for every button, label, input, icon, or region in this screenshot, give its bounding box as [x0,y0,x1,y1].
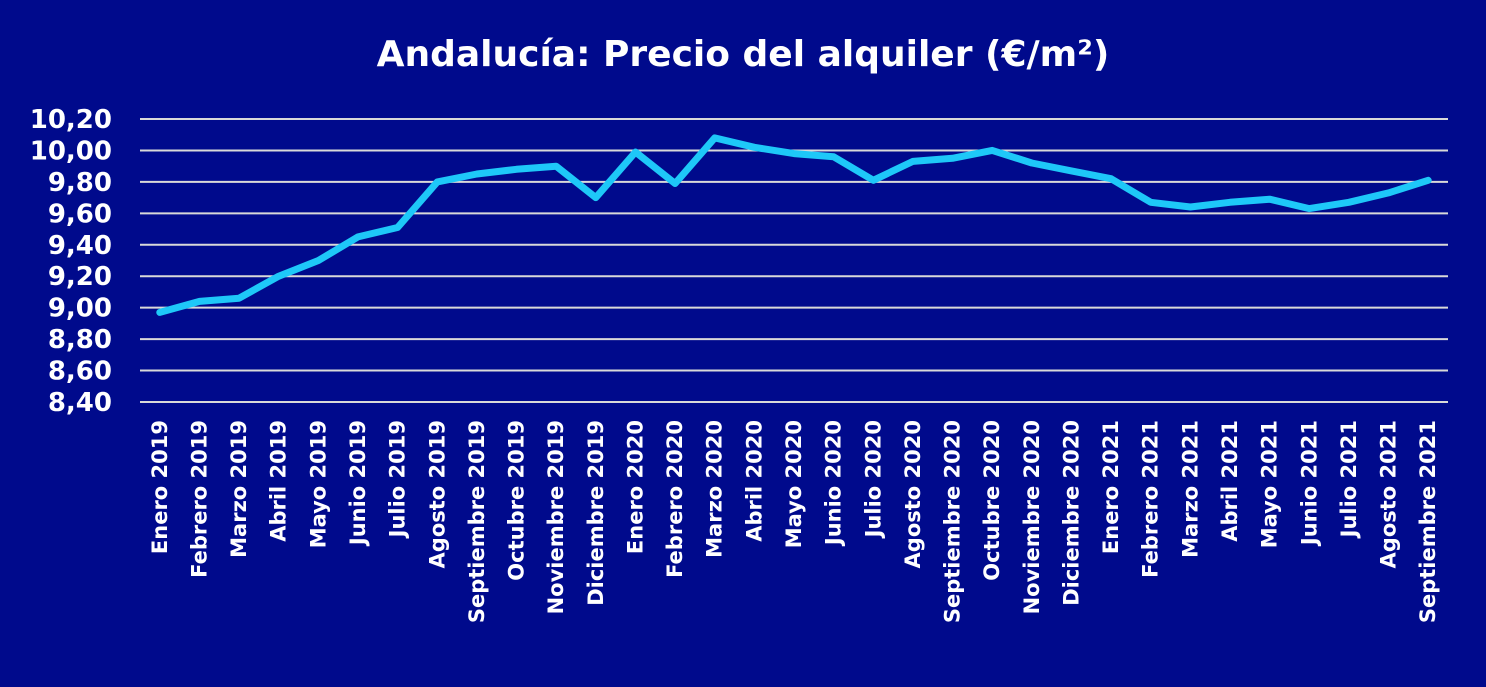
x-tick-label: Febrero 2019 [187,420,211,578]
x-tick-label: Mayo 2019 [306,420,330,548]
x-tick-label: Abril 2020 [742,420,766,542]
x-tick-label: Mayo 2020 [782,420,806,548]
x-tick-label: Septiembre 2021 [1416,420,1440,623]
y-tick-label: 8,60 [48,357,112,387]
x-tick-label: Agosto 2020 [901,420,925,568]
series-line [156,134,1432,316]
x-tick-label: Noviembre 2020 [1020,420,1044,614]
y-tick-label: 9,40 [48,231,112,261]
x-tick-label: Noviembre 2019 [544,420,568,614]
x-tick-label: Enero 2019 [148,420,172,554]
x-tick-label: Septiembre 2020 [941,420,965,623]
x-tick-label: Enero 2021 [1099,420,1123,554]
x-tick-label: Agosto 2019 [425,420,449,568]
x-tick-label: Agosto 2021 [1377,420,1401,568]
x-tick-label: Febrero 2021 [1139,420,1163,578]
x-tick-label: Mayo 2021 [1258,420,1282,548]
y-tick-label: 9,20 [48,262,112,292]
y-tick-label: 10,20 [30,105,112,135]
x-tick-label: Septiembre 2019 [465,420,489,623]
x-tick-label: Octubre 2020 [980,420,1004,581]
y-tick-label: 9,60 [48,199,112,229]
x-tick-label: Abril 2021 [1218,420,1242,542]
y-axis-ticks: 8,408,608,809,009,209,409,609,8010,0010,… [30,105,112,418]
x-tick-label: Marzo 2021 [1178,420,1202,558]
y-tick-label: 10,00 [30,136,112,166]
y-tick-label: 8,40 [48,388,112,418]
x-tick-label: Diciembre 2020 [1059,420,1083,606]
x-tick-label: Julio 2020 [861,420,885,539]
series-layer [156,134,1432,316]
y-tick-label: 8,80 [48,325,112,355]
x-tick-label: Octubre 2019 [505,420,529,581]
x-tick-label: Enero 2020 [623,420,647,554]
x-tick-label: Junio 2019 [346,420,370,547]
x-tick-label: Marzo 2019 [227,420,251,558]
x-tick-label: Marzo 2020 [703,420,727,558]
x-tick-label: Febrero 2020 [663,420,687,578]
chart-title: Andalucía: Precio del alquiler (€/m²) [377,34,1110,75]
gridlines [140,118,1448,403]
x-tick-label: Abril 2019 [267,420,291,542]
x-tick-label: Diciembre 2019 [584,420,608,606]
x-tick-label: Julio 2021 [1337,420,1361,539]
x-tick-label: Junio 2021 [1297,420,1321,547]
x-tick-label: Julio 2019 [386,420,410,539]
x-axis-ticks: Enero 2019 Febrero 2019 Marzo 2019 Abril 20… [148,420,1440,623]
y-tick-label: 9,80 [48,168,112,198]
y-tick-label: 9,00 [48,294,112,324]
x-tick-label: Junio 2020 [822,420,846,547]
